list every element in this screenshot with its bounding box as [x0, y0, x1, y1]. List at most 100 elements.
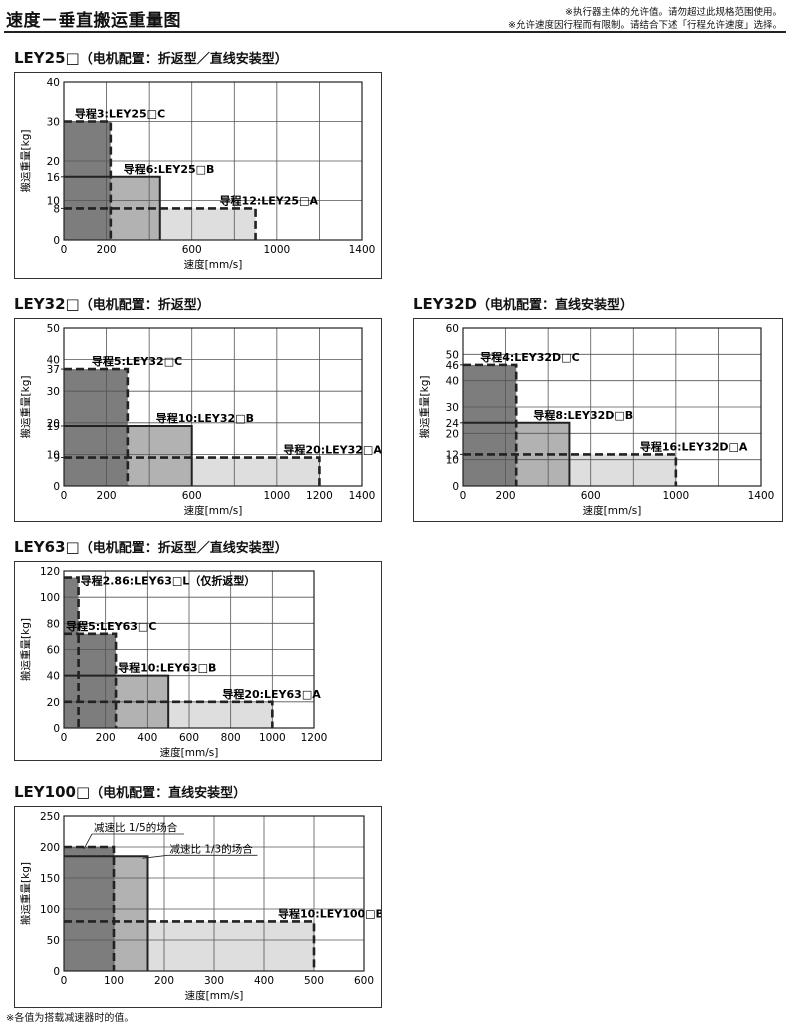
- y-tick-label: 50: [47, 323, 60, 335]
- x-tick-label: 0: [61, 490, 68, 502]
- panel-config: （电机配置：折返型／直线安装型）: [79, 52, 288, 67]
- x-tick-label: 1200: [301, 732, 328, 744]
- x-tick-label: 1000: [263, 244, 290, 256]
- x-axis-label: 速度[mm/s]: [160, 746, 219, 759]
- x-tick-label: 1400: [349, 244, 376, 256]
- series-boundary: [64, 175, 161, 240]
- y-tick-label: 50: [47, 935, 60, 947]
- y-tick-label: 24: [446, 418, 460, 430]
- y-tick-label: 100: [40, 592, 60, 604]
- x-axis-label: 速度[mm/s]: [185, 989, 244, 1002]
- series-boundary: [64, 674, 170, 728]
- y-tick-label: 19: [47, 421, 60, 433]
- x-tick-label: 0: [460, 490, 467, 502]
- series-label: 导程12:LEY25□A: [220, 193, 319, 207]
- header-note-allowable: ※执行器主体的允许值。请勿超过此规格范围使用。: [565, 7, 782, 18]
- y-tick-label: 12: [446, 449, 459, 461]
- y-axis-label: 搬运重量[kg]: [19, 862, 32, 925]
- x-tick-label: 600: [581, 490, 601, 502]
- x-tick-label: 0: [61, 732, 68, 744]
- x-axis-label: 速度[mm/s]: [184, 504, 243, 517]
- plot-area: [462, 327, 762, 487]
- chart-frame-ley25: 0 200 600 1000 1400 0 8 10 16 20 30 40 速度[mm/s] 搬运重量[…: [14, 72, 382, 279]
- x-tick-label: 1000: [662, 490, 689, 502]
- series-boundary: [64, 367, 130, 486]
- y-axis-label: 搬运重量[kg]: [418, 376, 431, 439]
- panel-model: LEY32□: [14, 295, 80, 313]
- x-tick-label: 1400: [349, 490, 376, 502]
- x-tick-label: 200: [154, 975, 174, 987]
- y-tick-label: 0: [53, 723, 60, 735]
- x-tick-label: 800: [221, 732, 241, 744]
- series-boundary: [64, 700, 274, 728]
- x-tick-label: 200: [496, 490, 516, 502]
- series-boundary: [64, 845, 116, 971]
- series-label: 导程10:LEY32□B: [156, 411, 254, 425]
- y-tick-label: 60: [446, 323, 459, 335]
- panel-title: LEY100□（电机配置：直线安装型）: [14, 782, 246, 801]
- series-label: 减速比 1/5的场合: [94, 821, 178, 834]
- y-tick-label: 46: [446, 360, 460, 372]
- panel-config: （电机配置：折返型）: [79, 298, 210, 313]
- panel-title: LEY25□（电机配置：折返型／直线安装型）: [14, 48, 288, 67]
- panel-title: LEY63□（电机配置：折返型／直线安装型）: [14, 537, 288, 556]
- series-label: 导程10:LEY63□B: [118, 661, 216, 675]
- series-label: 导程16:LEY32D□A: [640, 439, 748, 453]
- series-boundary: [64, 855, 149, 971]
- panel-title: LEY32D（电机配置：直线安装型）: [413, 294, 633, 313]
- y-tick-label: 60: [47, 645, 60, 657]
- header-note-stroke-speed: ※允许速度因行程而有限制。请结合下述「行程允许速度」选择。: [508, 20, 782, 31]
- header-divider: [4, 31, 786, 33]
- page-header: 速度－垂直搬运重量图 ※执行器主体的允许值。请勿超过此规格范围使用。 ※允许速度…: [0, 0, 790, 34]
- panel-model: LEY32D: [413, 295, 477, 313]
- plot-area: [63, 570, 315, 729]
- series-area: [64, 121, 111, 240]
- y-tick-label: 0: [53, 966, 60, 978]
- y-tick-label: 16: [47, 172, 61, 184]
- x-axis-label: 速度[mm/s]: [583, 504, 642, 517]
- panel-config: （电机配置：直线安装型）: [90, 786, 247, 801]
- x-tick-label: 0: [61, 975, 68, 987]
- series-label: 导程2.86:LEY63□L（仅折返型）: [81, 574, 256, 588]
- series-label-leader: [83, 833, 93, 850]
- series-label-leader: [142, 854, 168, 859]
- series-label: 导程3:LEY25□C: [75, 107, 165, 121]
- x-tick-label: 200: [97, 244, 117, 256]
- panel-title: LEY32□（电机配置：折返型）: [14, 294, 210, 313]
- chart-ley63: 0 200 400 600 800 1000 1200 0 20 40 60 80 100 120 速度[m…: [19, 566, 328, 759]
- x-tick-label: 1400: [748, 490, 775, 502]
- x-tick-label: 200: [97, 490, 117, 502]
- chart-frame-ley63: 0 200 400 600 800 1000 1200 0 20 40 60 80 100 120 速度[m…: [14, 561, 382, 761]
- y-tick-label: 40: [47, 671, 60, 683]
- plot-area: [63, 81, 363, 241]
- y-axis-label: 搬运重量[kg]: [19, 618, 32, 681]
- series-label: 导程6:LEY25□B: [124, 162, 215, 176]
- y-tick-label: 200: [40, 842, 60, 854]
- x-tick-label: 600: [182, 490, 202, 502]
- series-label: 导程20:LEY63□A: [222, 687, 321, 701]
- y-tick-label: 0: [53, 235, 60, 247]
- x-tick-label: 400: [137, 732, 157, 744]
- series-boundary: [64, 456, 321, 486]
- x-tick-label: 200: [96, 732, 116, 744]
- y-tick-label: 40: [47, 355, 60, 367]
- y-tick-label: 10: [47, 449, 60, 461]
- y-tick-label: 120: [40, 566, 60, 578]
- series-label: 导程5:LEY32□C: [92, 354, 182, 368]
- x-tick-label: 1000: [263, 490, 290, 502]
- y-tick-label: 100: [40, 904, 60, 916]
- y-tick-label: 0: [452, 481, 459, 493]
- panel-model: LEY63□: [14, 538, 80, 556]
- plot-area: [63, 327, 363, 487]
- y-tick-label: 40: [47, 77, 60, 89]
- panel-config: （电机配置：折返型／直线安装型）: [79, 541, 288, 556]
- x-axis-label: 速度[mm/s]: [184, 258, 243, 271]
- x-tick-label: 100: [104, 975, 124, 987]
- y-tick-label: 9: [53, 453, 60, 465]
- panel-model: LEY25□: [14, 49, 80, 67]
- series-label: 导程20:LEY32□A: [283, 443, 381, 457]
- x-tick-label: 1200: [306, 490, 333, 502]
- x-tick-label: 600: [179, 732, 199, 744]
- series-label: 导程4:LEY32D□C: [480, 350, 579, 364]
- plot-area: [63, 815, 365, 972]
